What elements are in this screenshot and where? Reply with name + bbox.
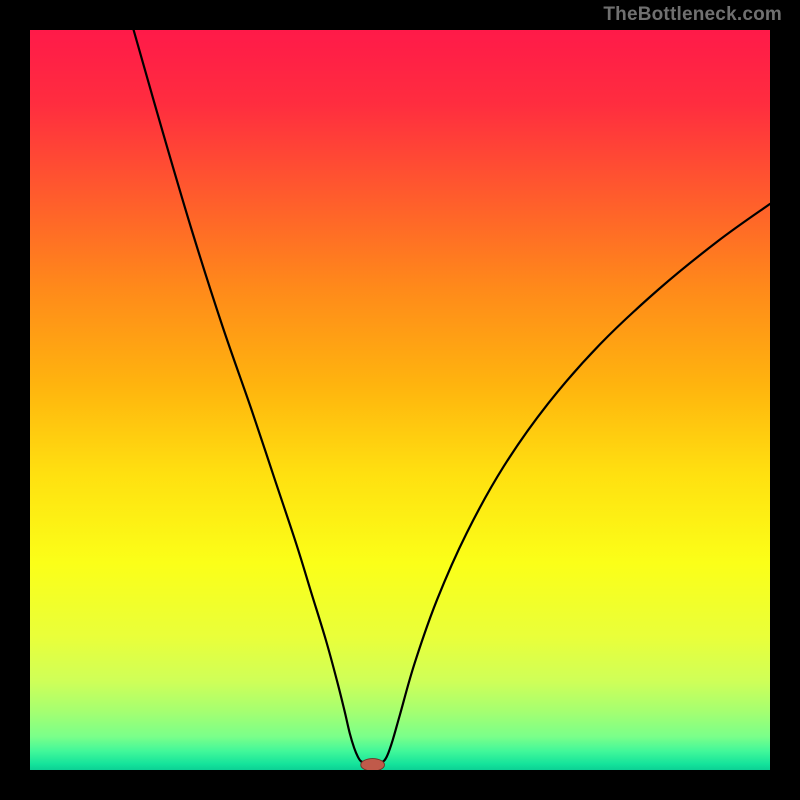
chart-frame: TheBottleneck.com [0,0,800,800]
watermark-text: TheBottleneck.com [603,4,782,26]
gradient-background [30,30,770,770]
bottleneck-chart [30,30,770,770]
optimal-point-marker [361,759,385,770]
